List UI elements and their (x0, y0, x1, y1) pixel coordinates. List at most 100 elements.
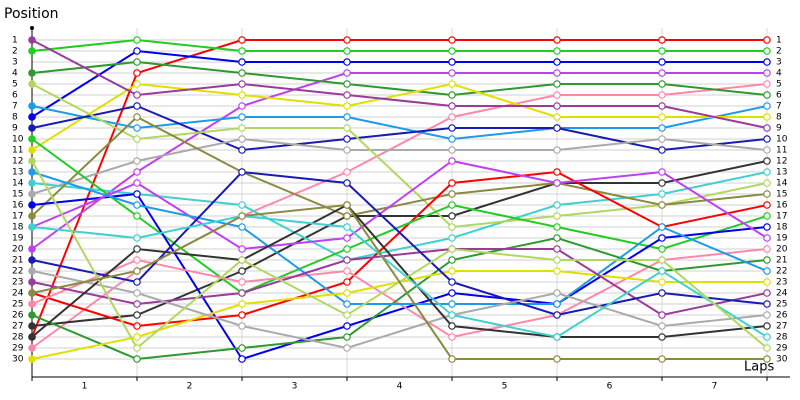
position-marker (763, 201, 771, 209)
driver-line (31, 72, 767, 250)
position-marker (28, 168, 36, 176)
position-marker (343, 311, 351, 319)
y-tick-label-right: 11 (776, 146, 787, 156)
position-marker (763, 168, 771, 176)
position-marker (448, 355, 456, 363)
position-marker (133, 289, 141, 297)
driver-line (31, 82, 767, 151)
position-marker (658, 278, 666, 286)
position-marker (448, 91, 456, 99)
position-marker (343, 234, 351, 242)
chart-title: Position (4, 6, 59, 22)
position-marker (658, 267, 666, 275)
position-marker (238, 223, 246, 231)
position-marker (28, 223, 36, 231)
y-tick-label: 20 (12, 245, 24, 255)
y-tick-label: 13 (12, 168, 23, 178)
position-marker (343, 113, 351, 121)
position-marker (658, 289, 666, 297)
y-tick-label-right: 30 (776, 355, 788, 365)
position-marker (763, 36, 771, 44)
position-marker (28, 113, 36, 121)
position-marker (28, 256, 36, 264)
position-marker (658, 190, 666, 198)
position-marker (763, 300, 771, 308)
y-tick-label: 8 (12, 113, 18, 123)
position-marker (133, 157, 141, 165)
position-marker (133, 300, 141, 308)
position-marker (763, 322, 771, 330)
y-tick-label-right: 16 (776, 201, 788, 211)
position-marker (448, 234, 456, 242)
position-marker (763, 91, 771, 99)
position-marker (658, 245, 666, 253)
position-marker (133, 190, 141, 198)
position-marker (28, 80, 36, 88)
position-marker (553, 124, 561, 132)
position-marker (553, 267, 561, 275)
position-marker (133, 102, 141, 110)
position-marker (763, 146, 771, 154)
y-tick-label: 25 (12, 300, 23, 310)
position-marker (448, 223, 456, 231)
y-tick-label-right: 28 (776, 333, 788, 343)
driver-line (31, 83, 768, 229)
position-marker (553, 333, 561, 341)
position-marker (238, 135, 246, 143)
position-marker (133, 256, 141, 264)
position-marker (343, 212, 351, 220)
x-tick-label: 4 (397, 382, 403, 392)
position-marker (28, 333, 36, 341)
position-marker (658, 322, 666, 330)
y-tick-label-right: 24 (776, 289, 788, 299)
y-tick-label-right: 26 (776, 311, 788, 321)
position-marker (763, 311, 771, 319)
position-marker (28, 124, 36, 132)
position-marker (343, 135, 351, 143)
position-marker (133, 135, 141, 143)
y-tick-label-right: 3 (776, 58, 782, 68)
y-tick-label-right: 29 (776, 344, 788, 354)
position-marker (553, 146, 561, 154)
position-marker (28, 289, 36, 297)
y-tick-label-right: 17 (776, 212, 787, 222)
position-marker (553, 80, 561, 88)
position-marker (133, 344, 141, 352)
y-tick-label: 1 (12, 36, 18, 46)
position-marker (343, 47, 351, 55)
position-marker (133, 124, 141, 132)
position-marker (553, 289, 561, 297)
y-tick-label: 29 (12, 344, 24, 354)
position-marker (553, 69, 561, 77)
x-tick-label: 7 (712, 382, 718, 392)
position-marker (238, 212, 246, 220)
driver-line (31, 214, 768, 339)
position-marker (448, 212, 456, 220)
position-marker (343, 179, 351, 187)
position-marker (448, 47, 456, 55)
position-marker (448, 333, 456, 341)
position-marker (28, 245, 36, 253)
position-marker (553, 256, 561, 264)
position-marker (28, 190, 36, 198)
y-tick-label-right: 6 (776, 91, 782, 101)
position-marker (238, 36, 246, 44)
position-marker (448, 289, 456, 297)
position-marker (448, 300, 456, 308)
y-tick-label-right: 9 (776, 124, 782, 134)
position-marker (448, 179, 456, 187)
position-marker (658, 256, 666, 264)
position-marker (343, 256, 351, 264)
position-marker (763, 256, 771, 264)
position-marker (448, 311, 456, 319)
position-marker (763, 333, 771, 341)
y-tick-label: 3 (12, 58, 18, 68)
driver-line (31, 38, 767, 52)
position-marker (343, 267, 351, 275)
position-marker (763, 69, 771, 77)
position-marker (133, 355, 141, 363)
driver-line (31, 137, 768, 195)
position-marker (133, 267, 141, 275)
position-marker (238, 289, 246, 297)
